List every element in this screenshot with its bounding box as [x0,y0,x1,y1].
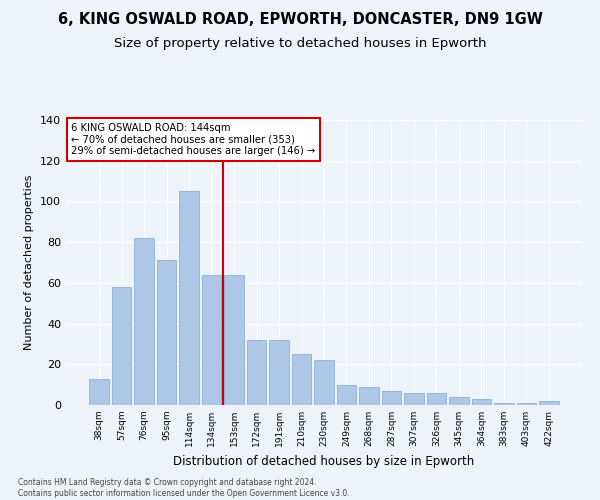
Bar [517,403,536,405]
Text: 6, KING OSWALD ROAD, EPWORTH, DONCASTER, DN9 1GW: 6, KING OSWALD ROAD, EPWORTH, DONCASTER,… [58,12,542,28]
Text: 6 KING OSWALD ROAD: 144sqm
← 70% of detached houses are smaller (353)
29% of sem: 6 KING OSWALD ROAD: 144sqm ← 70% of deta… [71,123,316,156]
Bar [292,354,311,405]
Bar [112,287,131,405]
Bar [337,384,356,405]
Bar [224,274,244,405]
Bar [472,399,491,405]
X-axis label: Distribution of detached houses by size in Epworth: Distribution of detached houses by size … [173,454,475,468]
Bar [247,340,266,405]
Bar [314,360,334,405]
Bar [202,274,221,405]
Bar [382,391,401,405]
Bar [359,386,379,405]
Bar [427,393,446,405]
Bar [449,397,469,405]
Bar [179,191,199,405]
Bar [494,403,514,405]
Bar [157,260,176,405]
Bar [89,378,109,405]
Bar [269,340,289,405]
Text: Size of property relative to detached houses in Epworth: Size of property relative to detached ho… [114,38,486,51]
Text: Contains HM Land Registry data © Crown copyright and database right 2024.
Contai: Contains HM Land Registry data © Crown c… [18,478,350,498]
Bar [539,401,559,405]
Bar [404,393,424,405]
Y-axis label: Number of detached properties: Number of detached properties [25,175,34,350]
Bar [134,238,154,405]
